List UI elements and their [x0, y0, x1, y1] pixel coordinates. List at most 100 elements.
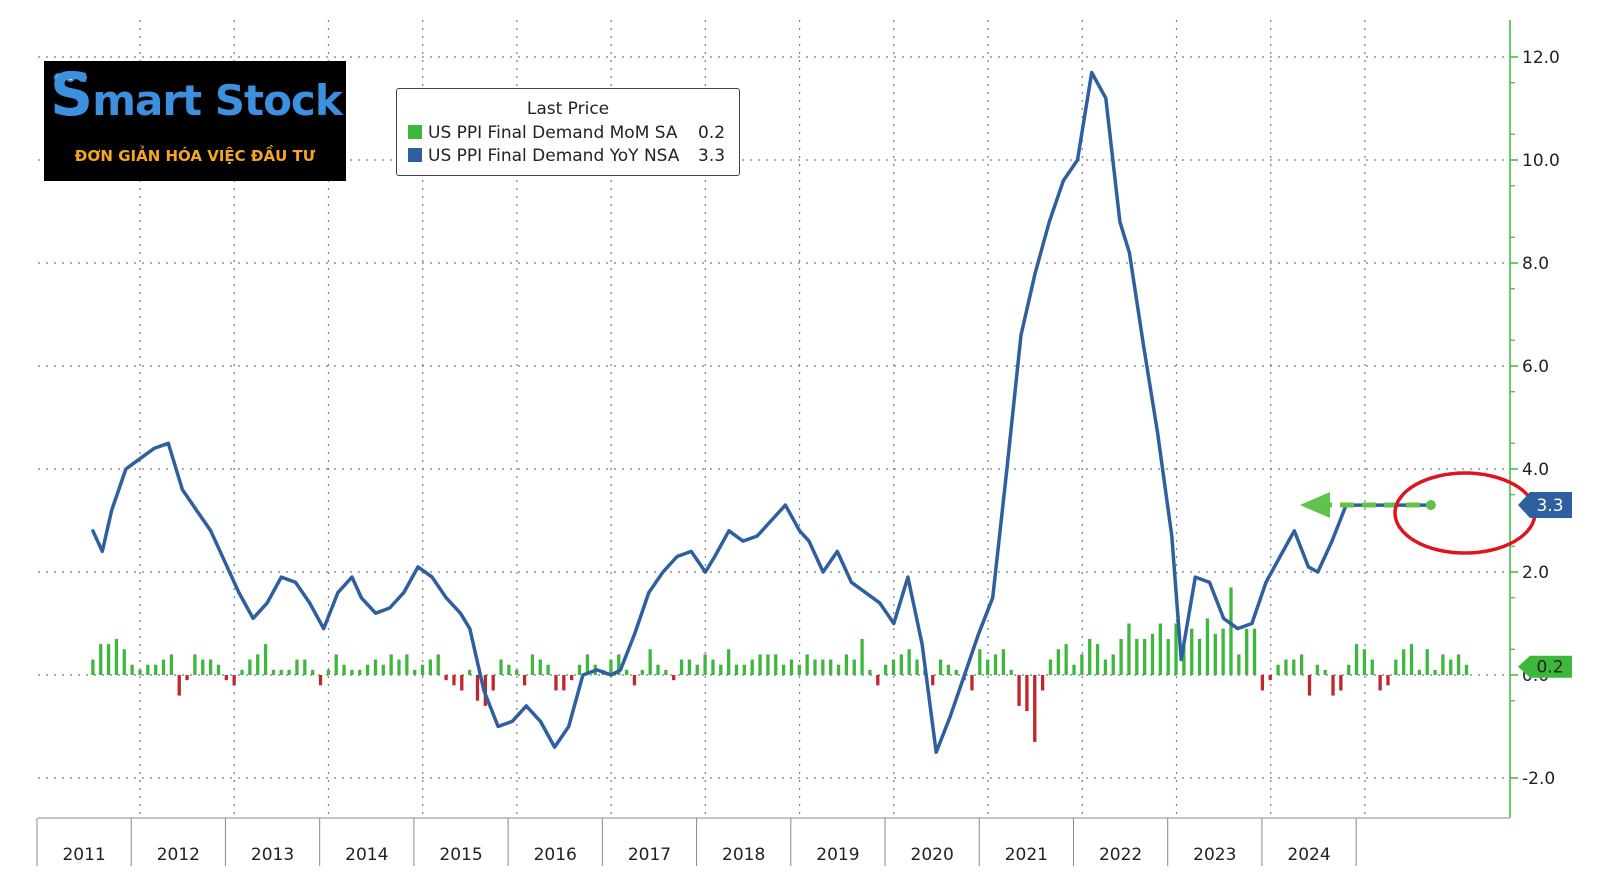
- mom-bar: [970, 675, 974, 691]
- y-tick-label: -2.0: [1522, 769, 1555, 789]
- logo-text: Smart Stock: [50, 60, 343, 130]
- mom-bar: [797, 664, 801, 675]
- y-tick-label: 10.0: [1522, 151, 1560, 171]
- mom-bar: [577, 664, 582, 675]
- x-tick-label: 2019: [816, 845, 859, 865]
- mom-bar: [122, 649, 126, 675]
- mom-bar: [373, 659, 378, 675]
- mom-bar: [1001, 649, 1006, 675]
- mom-bar: [358, 669, 362, 675]
- mom-bar: [1040, 675, 1045, 691]
- mom-bar: [1229, 587, 1233, 675]
- mom-bar: [475, 675, 480, 701]
- mom-bar: [1299, 654, 1304, 675]
- mom-bar: [146, 664, 150, 675]
- mom-bar: [460, 675, 464, 691]
- mom-bar: [813, 659, 817, 675]
- mom-bar: [632, 675, 637, 686]
- legend-item-mom: US PPI Final Demand MoM SA 0.2: [408, 123, 725, 143]
- mom-bar: [1103, 659, 1108, 675]
- mom-bar: [1237, 654, 1241, 675]
- mom-bar: [201, 659, 205, 675]
- mom-bar: [1268, 675, 1272, 681]
- mom-bar: [530, 654, 535, 675]
- mom-bar: [829, 659, 833, 675]
- mom-bar: [570, 675, 574, 681]
- mom-bar: [774, 654, 778, 675]
- mom-bar: [1315, 664, 1319, 675]
- mom-bar: [256, 654, 260, 675]
- mom-bar: [263, 644, 268, 675]
- mom-bar: [405, 654, 409, 675]
- mom-bar: [1095, 644, 1100, 675]
- mom-bar: [154, 664, 158, 675]
- mom-bar: [938, 659, 943, 675]
- mom-bar: [640, 669, 644, 675]
- x-tick-label: 2021: [1005, 845, 1048, 865]
- mom-bar: [703, 654, 707, 675]
- mom-bar: [719, 664, 723, 675]
- mom-bar: [538, 659, 542, 675]
- mom-bar: [365, 664, 370, 675]
- mom-bar: [420, 664, 425, 675]
- mom-bar: [185, 675, 189, 681]
- x-tick-label: 2023: [1193, 845, 1236, 865]
- mom-bar: [491, 675, 495, 691]
- mom-bar: [444, 675, 448, 681]
- mom-bar: [216, 664, 221, 675]
- yoy-line-series: [91, 70, 1433, 755]
- mom-bar: [907, 649, 911, 675]
- mom-bar: [1323, 669, 1327, 675]
- mom-bar: [389, 654, 393, 675]
- mom-bar: [554, 675, 558, 691]
- x-tick-label: 2024: [1287, 845, 1330, 865]
- mom-bar: [836, 664, 841, 675]
- mom-bar: [1456, 654, 1461, 675]
- mom-bar: [428, 659, 433, 675]
- mom-bar: [993, 654, 998, 675]
- legend-item-yoy: US PPI Final Demand YoY NSA 3.3: [408, 146, 725, 166]
- mom-bar: [1197, 638, 1202, 675]
- mom-bar: [91, 659, 95, 675]
- y-tick-label: 2.0: [1522, 563, 1549, 583]
- mom-bar: [311, 669, 315, 675]
- mom-bar: [436, 654, 440, 675]
- mom-bar: [711, 659, 715, 675]
- mom-bar: [1190, 628, 1194, 675]
- mom-bar: [891, 659, 896, 675]
- mom-bar: [106, 644, 111, 675]
- mom-bar: [240, 669, 244, 675]
- y-tick-label: 6.0: [1522, 357, 1549, 377]
- mom-bar: [303, 659, 307, 675]
- arrow-head-icon: [1300, 492, 1330, 519]
- mom-bar: [1370, 659, 1374, 675]
- mom-bar: [986, 659, 990, 675]
- mom-bar: [342, 664, 346, 675]
- mom-bar: [1056, 649, 1060, 675]
- mom-bar: [397, 659, 401, 675]
- logo-tagline: ĐƠN GIẢN HÓA VIỆC ĐẦU TƯ: [74, 147, 316, 165]
- mom-bar: [1394, 659, 1398, 675]
- legend-label-yoy: US PPI Final Demand YoY NSA: [428, 146, 680, 166]
- mom-bar: [860, 638, 864, 675]
- mom-bar: [1433, 669, 1437, 675]
- y-axis: 12.010.08.06.04.02.00.0-2.0: [1509, 20, 1560, 818]
- mom-bar: [499, 659, 503, 675]
- mom-bar: [1127, 623, 1131, 675]
- mom-bar: [1182, 644, 1186, 675]
- highlight-circle: [1393, 471, 1537, 555]
- mom-bar: [1221, 628, 1225, 675]
- mom-bar: [1449, 659, 1453, 675]
- mom-bar: [287, 669, 291, 675]
- x-tick-label: 2018: [722, 845, 765, 865]
- y-tick-label: 12.0: [1522, 48, 1560, 68]
- mom-bar: [687, 659, 692, 675]
- mom-bar: [1402, 649, 1406, 675]
- mom-bar: [1245, 628, 1249, 675]
- mom-bar: [1292, 659, 1296, 675]
- mom-bar: [248, 659, 252, 675]
- mom-bar: [1386, 675, 1390, 686]
- mom-bar: [624, 669, 629, 675]
- mom-bar: [617, 654, 621, 675]
